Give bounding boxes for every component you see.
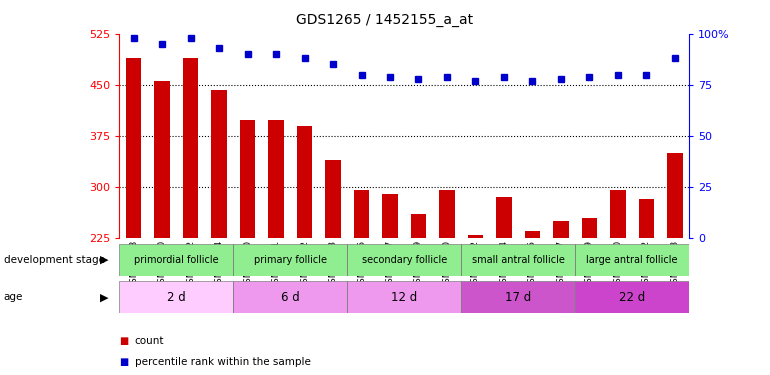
Bar [119,244,233,276]
Bar [154,81,170,238]
Bar [233,281,347,313]
Text: secondary follicle: secondary follicle [362,255,447,265]
Bar [496,197,512,238]
Bar [353,190,370,238]
Bar [667,153,683,238]
Bar [268,120,284,238]
Bar [233,244,347,276]
Text: primordial follicle: primordial follicle [134,255,219,265]
Bar [553,221,569,238]
Bar [211,90,227,238]
Text: 17 d: 17 d [505,291,531,304]
Bar [467,235,484,238]
Text: ▶: ▶ [99,255,109,265]
Bar [126,58,142,238]
Bar [461,281,575,313]
Text: ■: ■ [119,357,129,367]
Bar [239,120,256,238]
Text: age: age [4,292,23,302]
Bar [439,190,455,238]
Bar [119,281,233,313]
Bar [347,244,461,276]
Bar [410,214,427,238]
Text: primary follicle: primary follicle [254,255,326,265]
Bar [524,231,541,238]
Text: 2 d: 2 d [167,291,186,304]
Bar [347,281,461,313]
Bar [296,126,313,238]
Text: 22 d: 22 d [619,291,645,304]
Text: large antral follicle: large antral follicle [587,255,678,265]
Bar [382,194,398,238]
Text: ▶: ▶ [99,292,109,302]
Text: GDS1265 / 1452155_a_at: GDS1265 / 1452155_a_at [296,13,474,27]
Text: development stage: development stage [4,255,105,265]
Bar [461,244,575,276]
Text: small antral follicle: small antral follicle [472,255,564,265]
Bar [182,58,199,238]
Text: percentile rank within the sample: percentile rank within the sample [135,357,310,367]
Bar [610,190,626,238]
Bar [575,281,689,313]
Bar [581,217,598,238]
Text: count: count [135,336,164,346]
Bar [325,160,341,238]
Bar [638,199,654,238]
Text: 6 d: 6 d [281,291,300,304]
Text: ■: ■ [119,336,129,346]
Bar [575,244,689,276]
Text: 12 d: 12 d [391,291,417,304]
